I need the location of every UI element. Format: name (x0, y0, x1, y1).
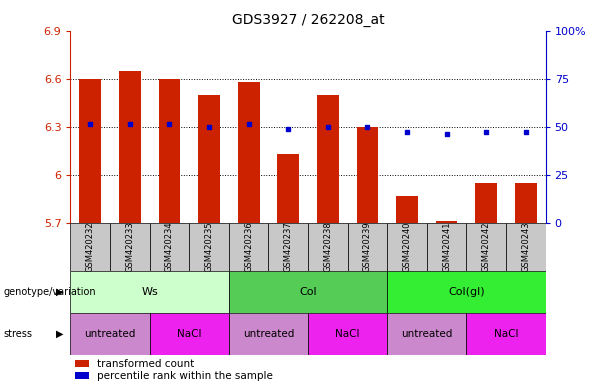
Bar (70, 313, 150, 355)
Bar (70, 271, 229, 313)
Bar (150, 313, 229, 355)
Text: GSM420234: GSM420234 (165, 222, 174, 272)
Bar (308, 223, 348, 271)
Bar (317, 95, 339, 223)
Text: GSM420236: GSM420236 (244, 221, 253, 272)
Text: GSM420240: GSM420240 (403, 222, 411, 272)
Bar (80, 79, 101, 223)
Bar (229, 313, 308, 355)
Text: GSM420235: GSM420235 (205, 222, 213, 272)
Bar (348, 223, 387, 271)
Bar (268, 223, 308, 271)
Bar (229, 271, 387, 313)
Text: Ws: Ws (142, 287, 158, 297)
Text: untreated: untreated (85, 329, 135, 339)
Text: NaCl: NaCl (177, 329, 202, 339)
Text: GSM420241: GSM420241 (442, 222, 451, 272)
Text: transformed count: transformed count (97, 359, 194, 369)
Bar (515, 183, 536, 223)
Bar (70, 223, 110, 271)
Text: GSM420242: GSM420242 (482, 222, 490, 272)
Bar (506, 223, 546, 271)
Text: untreated: untreated (401, 329, 452, 339)
Text: GSM420243: GSM420243 (521, 222, 530, 272)
Bar (466, 313, 546, 355)
Bar (189, 223, 229, 271)
Bar (277, 154, 299, 223)
Bar (198, 95, 220, 223)
Text: GSM420238: GSM420238 (323, 221, 332, 272)
Text: GSM420233: GSM420233 (126, 221, 134, 272)
Bar (436, 221, 457, 223)
Bar (159, 79, 180, 223)
Text: GSM420239: GSM420239 (363, 222, 372, 272)
Bar (357, 127, 378, 223)
Bar (75, 372, 89, 379)
Text: GSM420237: GSM420237 (284, 221, 293, 272)
Bar (150, 223, 189, 271)
Bar (387, 313, 466, 355)
Text: NaCl: NaCl (493, 329, 518, 339)
Bar (466, 223, 506, 271)
Text: stress: stress (3, 329, 32, 339)
Bar (396, 195, 418, 223)
Text: percentile rank within the sample: percentile rank within the sample (97, 371, 273, 381)
Bar (75, 360, 89, 367)
Text: GSM420232: GSM420232 (86, 222, 95, 272)
Bar (119, 71, 141, 223)
Text: ▶: ▶ (56, 329, 63, 339)
Text: untreated: untreated (243, 329, 294, 339)
Text: genotype/variation: genotype/variation (3, 287, 96, 297)
Text: Col(gl): Col(gl) (448, 287, 485, 297)
Bar (308, 313, 387, 355)
Title: GDS3927 / 262208_at: GDS3927 / 262208_at (232, 13, 384, 27)
Bar (387, 271, 546, 313)
Bar (238, 82, 259, 223)
Text: ▶: ▶ (56, 287, 63, 297)
Bar (427, 223, 466, 271)
Bar (110, 223, 150, 271)
Bar (387, 223, 427, 271)
Text: NaCl: NaCl (335, 329, 360, 339)
Text: Col: Col (299, 287, 317, 297)
Bar (229, 223, 268, 271)
Bar (475, 183, 497, 223)
